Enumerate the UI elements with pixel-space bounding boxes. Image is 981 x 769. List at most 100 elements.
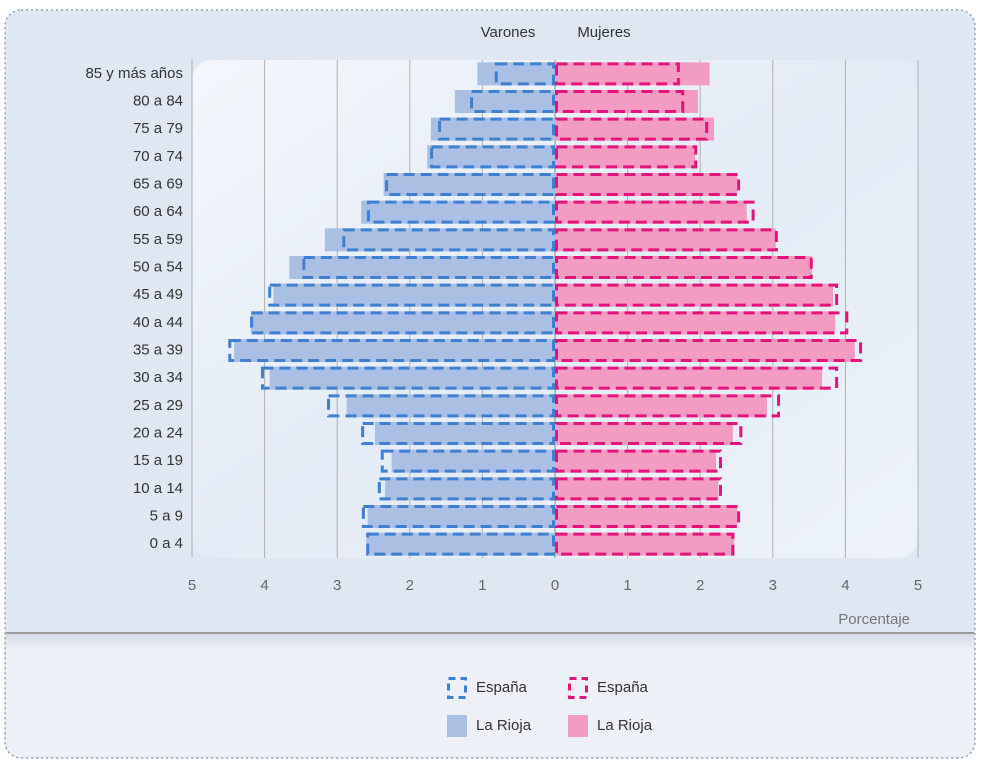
y-tick-label: 20 a 24 <box>133 424 183 441</box>
x-tick-label: 5 <box>188 577 196 594</box>
bar <box>367 505 555 528</box>
bar <box>324 228 555 252</box>
bar <box>555 228 776 252</box>
bar-outline <box>555 339 863 362</box>
bar <box>234 339 555 362</box>
bar <box>555 117 714 141</box>
y-tick-label: 0 a 4 <box>150 535 183 552</box>
bar <box>555 62 710 86</box>
bar-outline <box>380 449 556 473</box>
legend-swatch <box>447 715 467 737</box>
bar-outline <box>361 505 555 528</box>
legend-label: La Rioja <box>597 717 653 734</box>
bar <box>383 173 555 196</box>
x-tick-label: 1 <box>478 577 486 594</box>
bar <box>555 145 696 169</box>
bar <box>555 256 813 279</box>
bar <box>269 366 555 390</box>
y-tick-label: 65 a 69 <box>133 175 183 192</box>
bar-outline <box>438 117 556 141</box>
bar-outline <box>555 422 743 445</box>
x-tick-label: 0 <box>551 577 559 594</box>
bar-outline <box>555 173 741 196</box>
bar-outline <box>555 62 680 86</box>
bar <box>555 90 699 113</box>
bar-outline <box>366 532 555 556</box>
bar-outline <box>555 228 778 252</box>
y-tick-label: 50 a 54 <box>133 258 183 275</box>
x-tick-label: 3 <box>333 577 341 594</box>
bar-outline <box>555 505 741 528</box>
y-tick-label: 55 a 59 <box>133 231 183 248</box>
bar-outline <box>361 422 555 445</box>
y-tick-label: 30 a 34 <box>133 369 183 386</box>
legend-swatch <box>447 677 467 699</box>
bar <box>374 422 555 445</box>
bar-outline <box>268 283 555 307</box>
y-tick-label: 25 a 29 <box>133 397 183 414</box>
bar <box>250 311 555 335</box>
bar <box>555 532 735 556</box>
group-label: Varones <box>481 24 536 41</box>
bar-outline <box>302 256 555 279</box>
bar <box>555 422 733 445</box>
bar-outline <box>555 366 839 390</box>
bar <box>555 311 836 335</box>
bar-outline <box>555 200 755 224</box>
bar-outline <box>555 283 839 307</box>
bar-outline <box>555 145 698 169</box>
x-tick-label: 2 <box>406 577 414 594</box>
bar <box>555 339 855 362</box>
bar-outline <box>555 477 722 501</box>
y-tick-label: 10 a 14 <box>133 480 183 497</box>
bar <box>430 117 555 141</box>
bar-outline <box>494 62 556 86</box>
bar <box>555 505 738 528</box>
bar <box>555 477 719 501</box>
bar-outline <box>555 256 813 279</box>
bar <box>391 449 555 473</box>
legend-label: España <box>597 679 649 696</box>
bar-outline <box>555 90 685 113</box>
bar-outline <box>377 477 555 501</box>
bar <box>555 173 738 196</box>
bar <box>361 200 555 224</box>
bar <box>555 449 717 473</box>
x-axis-label: Porcentaje <box>838 611 910 628</box>
y-tick-label: 45 a 49 <box>133 286 183 303</box>
legend-swatch <box>568 677 588 699</box>
legend-label: España <box>476 679 528 696</box>
bar <box>555 283 834 307</box>
bar-outline <box>366 200 555 224</box>
y-tick-label: 80 a 84 <box>133 92 183 109</box>
x-tick-label: 5 <box>914 577 922 594</box>
bar-outline <box>228 339 556 362</box>
bar-outline <box>430 145 555 169</box>
bar-outline <box>385 173 555 196</box>
y-tick-label: 35 a 39 <box>133 341 183 358</box>
bar <box>273 283 555 307</box>
y-tick-label: 60 a 64 <box>133 203 183 220</box>
y-tick-label: 15 a 19 <box>133 452 183 469</box>
bar <box>385 477 555 501</box>
bar <box>289 256 555 279</box>
x-tick-label: 1 <box>623 577 631 594</box>
bar <box>555 366 823 390</box>
group-label: Mujeres <box>577 24 630 41</box>
bar-outline <box>555 394 781 418</box>
y-tick-label: 40 a 44 <box>133 314 183 331</box>
bar <box>555 200 747 224</box>
bar-outline <box>555 117 709 141</box>
bar-outline <box>327 394 556 418</box>
legend-label: La Rioja <box>476 717 532 734</box>
y-tick-label: 5 a 9 <box>150 507 183 524</box>
legend-swatch <box>568 715 588 737</box>
x-tick-label: 2 <box>696 577 704 594</box>
bar-outline <box>470 90 556 113</box>
legend-panel <box>6 634 974 757</box>
bar <box>366 532 555 556</box>
bar-outline <box>342 228 556 252</box>
bar <box>454 90 555 113</box>
